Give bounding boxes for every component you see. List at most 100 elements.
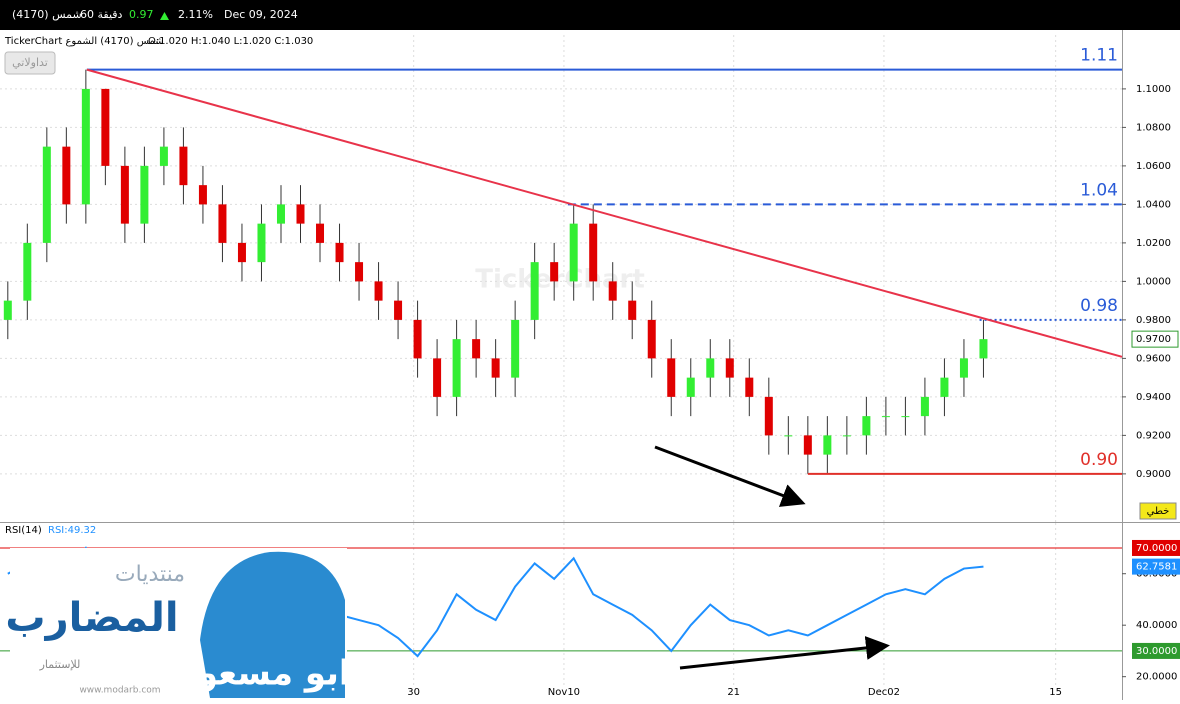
logo: منتديات المضارب للإستثمار www.modarb.com… xyxy=(5,548,351,698)
change: 2.11% xyxy=(178,8,213,21)
candle-body xyxy=(550,262,559,282)
logo-name: المضارب xyxy=(5,595,178,641)
candle-body xyxy=(569,223,578,282)
y-tick-label: 0.9600 xyxy=(1136,353,1171,364)
candle-body xyxy=(589,223,598,282)
candle-body xyxy=(394,300,403,320)
candle-body xyxy=(218,204,227,243)
candle-body xyxy=(316,223,325,243)
candle-body xyxy=(745,377,754,397)
candle-body xyxy=(686,377,695,397)
last-value-label: 62.7581 xyxy=(1136,562,1177,573)
candle-body xyxy=(257,223,266,263)
up-arrow xyxy=(679,635,890,670)
candle-body xyxy=(159,146,168,166)
logo-author: ابو مسعود xyxy=(179,654,350,694)
level-label: 30.0000 xyxy=(1136,646,1177,657)
level-label: 0.98 xyxy=(1080,296,1118,316)
candle-body xyxy=(647,319,656,359)
candle-body xyxy=(179,146,188,186)
x-tick-label: 15 xyxy=(1049,687,1062,698)
chart-title: TickerChart شمس (4170) الشموع xyxy=(4,36,164,47)
x-tick-label: 21 xyxy=(727,687,740,698)
candle-body xyxy=(979,339,988,359)
y-tick-label: 1.0200 xyxy=(1136,238,1171,249)
candle-body xyxy=(920,396,929,417)
candle-body xyxy=(511,319,520,378)
rsi-value: RSI:49.32 xyxy=(48,525,96,536)
candle-body xyxy=(355,262,364,282)
candle-body xyxy=(81,88,90,205)
rsi-title: RSI(14) xyxy=(5,525,42,536)
y-tick-label: 20.0000 xyxy=(1136,672,1177,683)
candle-body xyxy=(803,435,812,455)
logo-forum: منتديات xyxy=(115,562,185,587)
down-arrow xyxy=(654,445,806,507)
candle-body xyxy=(237,242,246,263)
candle-body xyxy=(452,339,461,397)
candle-body xyxy=(491,358,500,378)
trades-button-label[interactable]: تداولاتي xyxy=(12,56,48,69)
trades-button[interactable] xyxy=(4,51,56,75)
y-tick-label: 1.0000 xyxy=(1136,276,1171,287)
level-label: 0.90 xyxy=(1080,450,1118,470)
last-price-box xyxy=(1131,330,1179,348)
candle-body xyxy=(628,300,637,320)
date: Dec 09, 2024 xyxy=(224,8,298,21)
y-tick-label: 1.1000 xyxy=(1136,84,1171,95)
y-tick-label: 0.9800 xyxy=(1136,315,1171,326)
arrows xyxy=(654,445,890,670)
last-value-box xyxy=(1132,558,1180,575)
candle-body xyxy=(940,377,949,397)
candle-body xyxy=(120,165,129,224)
candle-body xyxy=(901,416,910,418)
candle-body xyxy=(101,88,110,166)
style-button-label[interactable]: خطي xyxy=(1147,506,1170,517)
top-bar xyxy=(0,0,1180,30)
logo-subtitle: للإستثمار xyxy=(39,658,81,671)
candle-body xyxy=(140,165,149,224)
level-box xyxy=(1132,539,1180,556)
ohlc-text: O:1.020 H:1.040 L:1.020 C:1.030 xyxy=(148,36,313,47)
candle-body xyxy=(23,242,32,301)
logo-shape xyxy=(200,551,345,698)
y-tick-label: 1.0800 xyxy=(1136,122,1171,133)
level-label: 1.04 xyxy=(1080,180,1118,200)
candle-body xyxy=(725,358,734,378)
candle-body xyxy=(823,435,832,455)
x-tick-label: 30 xyxy=(407,687,420,698)
level-label: 1.11 xyxy=(1080,46,1118,66)
candle-body xyxy=(862,416,871,436)
style-button[interactable] xyxy=(1139,502,1177,520)
y-tick-label: 1.0600 xyxy=(1136,161,1171,172)
up-icon xyxy=(160,12,169,20)
candle-body xyxy=(608,281,617,301)
x-tick-label: Dec02 xyxy=(868,687,900,698)
last-price-label: 0.9700 xyxy=(1136,334,1171,345)
top-bar-text: شمس (4170) 60 دقيقة 0.97 2.11% Dec 09, 2… xyxy=(12,8,298,21)
x-tick-label: Nov10 xyxy=(548,687,580,698)
candle-body xyxy=(42,146,51,243)
candle-body xyxy=(3,300,12,320)
candle-body xyxy=(530,262,539,320)
last-price: 0.97 xyxy=(129,8,154,21)
candle-body xyxy=(413,319,422,359)
symbol: شمس (4170) xyxy=(12,8,82,21)
candle-body xyxy=(667,358,676,397)
candle-body xyxy=(433,358,442,397)
level-label: 70.0000 xyxy=(1136,543,1177,554)
trendline xyxy=(86,68,1123,358)
candle-body xyxy=(374,281,383,301)
candle-body xyxy=(62,146,71,205)
y-tick-label: 40.0000 xyxy=(1136,620,1177,631)
candle-body xyxy=(764,396,773,436)
y-tick-label: 0.9200 xyxy=(1136,430,1171,441)
candle-body xyxy=(842,435,851,437)
candle-body xyxy=(706,358,715,378)
candle-body xyxy=(881,416,890,418)
interval: 60 دقيقة xyxy=(80,8,123,21)
y-tick-label: 1.0400 xyxy=(1136,199,1171,210)
logo-url: www.modarb.com xyxy=(79,686,160,696)
